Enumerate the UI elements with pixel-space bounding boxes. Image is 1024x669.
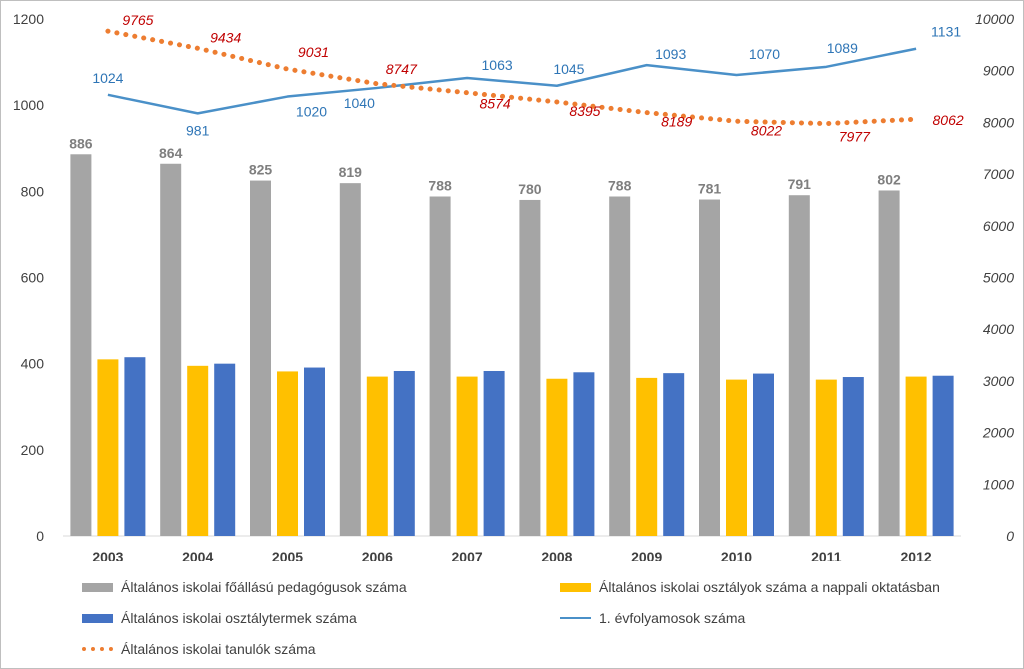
bar-classrooms bbox=[393, 370, 415, 536]
dotted-line-value-label: 8747 bbox=[386, 61, 418, 77]
x-axis-tick-label: 2007 bbox=[452, 549, 483, 561]
left-axis-tick-label: 1200 bbox=[13, 11, 44, 27]
right-axis-tick-label: 8000 bbox=[983, 114, 1014, 130]
bar-value-label: 781 bbox=[698, 181, 722, 197]
right-axis-tick-label: 9000 bbox=[983, 63, 1014, 79]
x-axis-tick-label: 2005 bbox=[272, 549, 303, 561]
bar-classes bbox=[456, 376, 478, 536]
combo-chart: 0 200 400 600 800 1000 1200 0 1000 2000 3000 4000 50… bbox=[13, 11, 1014, 561]
right-axis-tick-label: 6000 bbox=[983, 218, 1014, 234]
line-value-label: 1093 bbox=[655, 46, 686, 62]
bar-classrooms bbox=[483, 370, 505, 536]
right-axis-tick-label: 1000 bbox=[983, 476, 1014, 492]
x-axis-tick-label: 2009 bbox=[631, 549, 662, 561]
bar-classes bbox=[905, 376, 927, 536]
dotted-line-value-label: 9031 bbox=[298, 44, 329, 60]
bar-classrooms bbox=[663, 373, 685, 536]
bar-teachers bbox=[609, 196, 631, 536]
bar-classes bbox=[815, 379, 837, 536]
bar-teachers bbox=[699, 199, 720, 536]
bar-value-label: 791 bbox=[788, 176, 812, 192]
bar-classes bbox=[726, 379, 747, 536]
x-axis-tick-label: 2008 bbox=[541, 549, 572, 561]
x-axis-tick-label: 2003 bbox=[92, 549, 123, 561]
bar-value-label: 788 bbox=[608, 178, 632, 194]
left-axis-tick-label: 1000 bbox=[13, 97, 44, 113]
line-value-label: 1070 bbox=[749, 46, 780, 62]
line-value-label: 1131 bbox=[931, 24, 961, 40]
bar-classrooms bbox=[753, 373, 774, 536]
bar-teachers bbox=[250, 180, 271, 536]
bar-value-label: 825 bbox=[249, 162, 273, 178]
bar-teachers bbox=[70, 154, 92, 536]
dotted-line-value-label: 8395 bbox=[569, 103, 600, 119]
bar-teachers bbox=[519, 199, 541, 536]
bar-teachers bbox=[339, 183, 361, 536]
bar-value-label: 886 bbox=[69, 135, 93, 151]
right-axis-tick-label: 0 bbox=[1006, 528, 1014, 544]
right-axis-tick-label: 3000 bbox=[983, 373, 1014, 389]
right-axis-tick-label: 5000 bbox=[983, 270, 1014, 286]
series-line-students bbox=[105, 28, 919, 127]
x-axis-tick-label: 2010 bbox=[721, 549, 752, 561]
dotted-line-value-label: 8062 bbox=[933, 112, 964, 128]
bar-value-label: 780 bbox=[518, 181, 542, 197]
dotted-line-value-label: 7977 bbox=[839, 129, 871, 145]
line-value-label: 1024 bbox=[92, 70, 123, 86]
right-axis-tick-label: 7000 bbox=[983, 166, 1014, 182]
left-axis-tick-label: 800 bbox=[21, 183, 45, 199]
bar-classrooms bbox=[573, 372, 595, 536]
bar-classes bbox=[636, 377, 658, 536]
bar-teachers bbox=[429, 196, 451, 536]
bar-value-label: 802 bbox=[877, 171, 901, 187]
dotted-line-value-label: 9434 bbox=[210, 29, 241, 45]
dotted-line-value-label: 8574 bbox=[480, 96, 511, 112]
right-axis-tick-label: 10000 bbox=[975, 11, 1014, 27]
left-axis-tick-label: 0 bbox=[36, 528, 44, 544]
dotted-line-value-label: 8022 bbox=[751, 122, 782, 138]
bar-classes bbox=[546, 378, 568, 536]
bar-teachers bbox=[878, 190, 900, 536]
left-axis-tick-label: 600 bbox=[21, 270, 45, 286]
x-axis-tick-label: 2006 bbox=[362, 549, 393, 561]
line-value-label: 1045 bbox=[553, 61, 584, 77]
bar-value-label: 864 bbox=[159, 145, 183, 161]
x-axis-tick-label: 2012 bbox=[901, 549, 932, 561]
dotted-line-value-label: 9765 bbox=[122, 12, 153, 28]
line-value-label: 981 bbox=[186, 122, 210, 138]
line-value-label: 1063 bbox=[482, 57, 513, 73]
dotted-line-value-label: 8189 bbox=[661, 114, 692, 130]
bar-classes bbox=[97, 359, 119, 536]
bar-teachers bbox=[160, 163, 182, 536]
bar-classes bbox=[277, 371, 298, 536]
right-axis-tick-label: 4000 bbox=[983, 321, 1014, 337]
bar-teachers bbox=[788, 195, 810, 537]
series-line-first-graders bbox=[107, 47, 917, 115]
bar-classrooms bbox=[124, 357, 146, 536]
bar-value-label: 788 bbox=[428, 178, 452, 194]
bar-classrooms bbox=[932, 375, 954, 536]
line-value-label: 1089 bbox=[827, 40, 858, 56]
x-axis-tick-label: 2011 bbox=[811, 549, 842, 561]
bar-classes bbox=[366, 376, 388, 536]
bar-classrooms bbox=[304, 367, 325, 536]
bar-classrooms bbox=[842, 377, 864, 536]
left-axis-tick-label: 400 bbox=[21, 356, 45, 372]
line-value-label: 1040 bbox=[344, 95, 375, 111]
bar-classrooms bbox=[214, 363, 236, 536]
bar-value-label: 819 bbox=[339, 164, 363, 180]
right-axis-tick-label: 2000 bbox=[982, 425, 1014, 441]
line-value-label: 1020 bbox=[296, 104, 327, 120]
left-axis-tick-label: 200 bbox=[21, 442, 45, 458]
x-axis-tick-label: 2004 bbox=[182, 549, 213, 561]
bar-classes bbox=[187, 365, 209, 536]
